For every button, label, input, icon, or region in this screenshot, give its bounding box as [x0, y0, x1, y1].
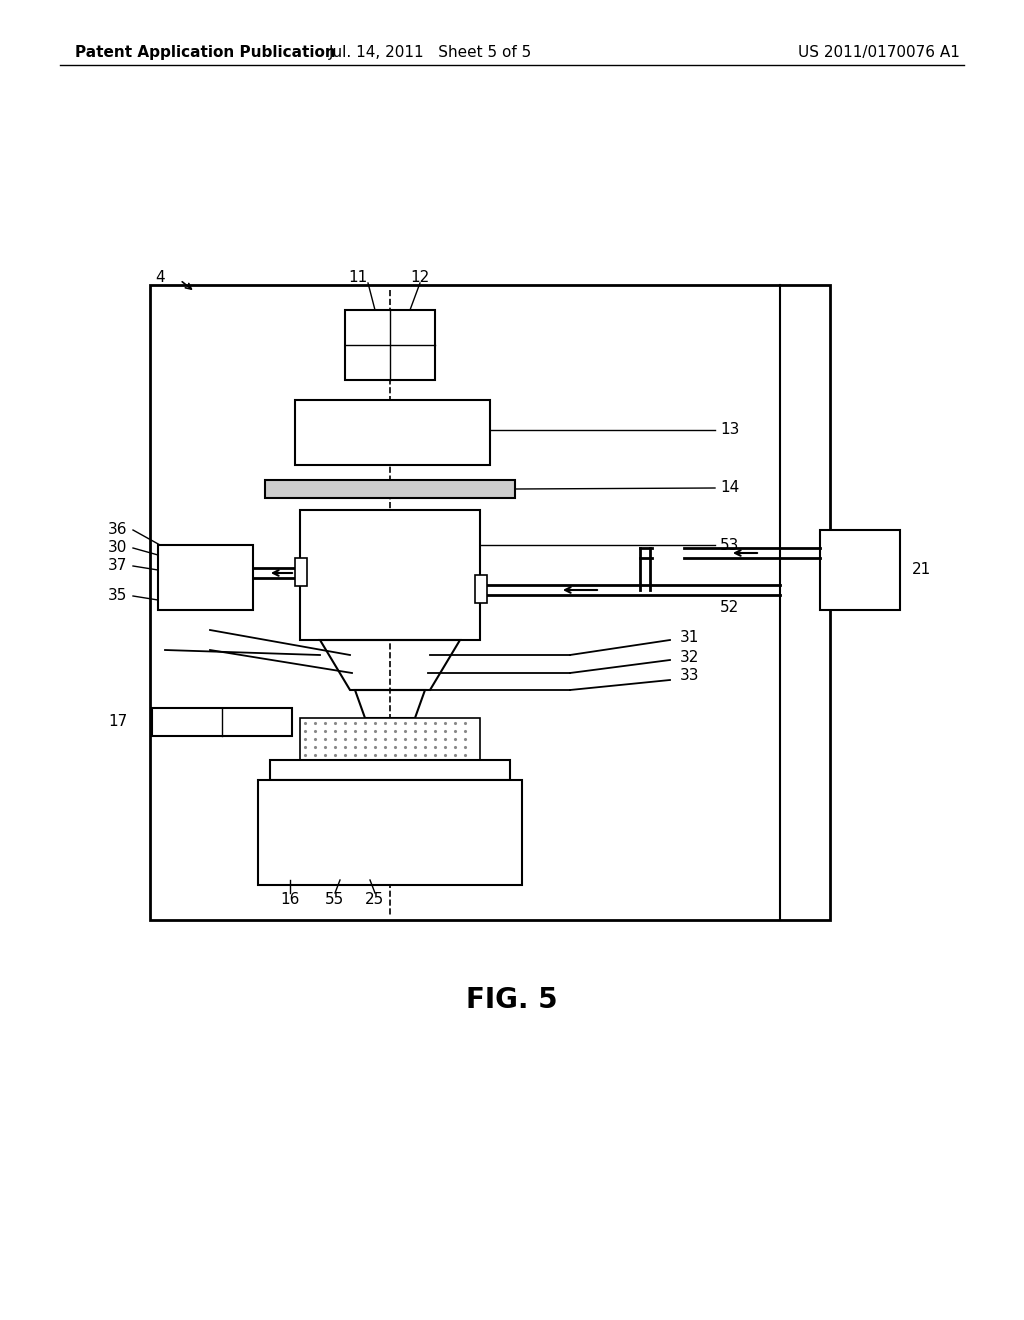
Bar [300, 718, 480, 760]
Text: 35: 35 [108, 589, 127, 603]
Text: 33: 33 [680, 668, 699, 684]
Text: 14: 14 [720, 480, 739, 495]
Text: 16: 16 [281, 892, 300, 908]
Text: Patent Application Publication: Patent Application Publication [75, 45, 336, 59]
Text: 21: 21 [912, 562, 931, 578]
Text: 31: 31 [680, 631, 699, 645]
Text: 4: 4 [155, 271, 165, 285]
Bar [475, 576, 487, 603]
Text: 25: 25 [366, 892, 385, 908]
Text: 11: 11 [348, 271, 368, 285]
Bar [158, 545, 253, 610]
Text: 53: 53 [720, 537, 739, 553]
Bar [295, 400, 490, 465]
Text: Jul. 14, 2011   Sheet 5 of 5: Jul. 14, 2011 Sheet 5 of 5 [329, 45, 531, 59]
Bar [265, 480, 515, 498]
Text: US 2011/0170076 A1: US 2011/0170076 A1 [798, 45, 961, 59]
Text: 32: 32 [680, 649, 699, 664]
Bar [300, 510, 480, 640]
Bar [152, 708, 292, 737]
Text: 12: 12 [411, 271, 430, 285]
Bar [345, 310, 435, 380]
Bar [258, 780, 522, 884]
Text: 30: 30 [108, 540, 127, 556]
Bar [295, 558, 307, 586]
Bar [820, 531, 900, 610]
Text: FIG. 5: FIG. 5 [466, 986, 558, 1014]
Text: 55: 55 [326, 892, 345, 908]
Text: 17: 17 [108, 714, 127, 730]
Text: 36: 36 [108, 523, 128, 537]
Text: 37: 37 [108, 558, 127, 573]
Text: 52: 52 [720, 601, 739, 615]
Text: 13: 13 [720, 422, 739, 437]
Bar [270, 760, 510, 780]
Bar [150, 285, 830, 920]
